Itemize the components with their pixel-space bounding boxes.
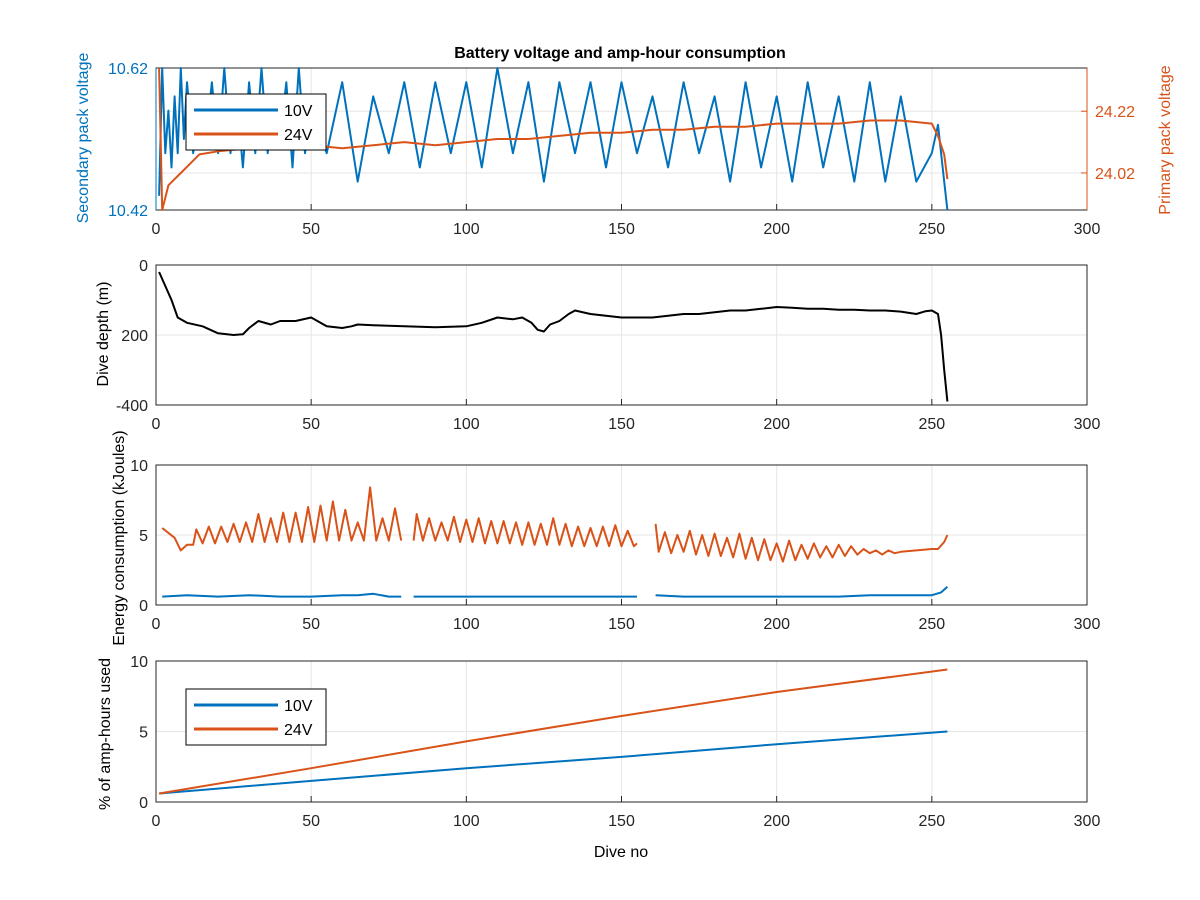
right-axis-label: Primary pack voltage bbox=[1157, 65, 1174, 214]
amp-hours-axis-label: % of amp-hours used bbox=[97, 658, 114, 810]
x-tick-label: 250 bbox=[918, 813, 945, 830]
x-tick-label: 300 bbox=[1074, 813, 1101, 830]
x-tick-label: 200 bbox=[763, 813, 790, 830]
y-tick-label: 0 bbox=[139, 795, 148, 812]
x-tick-label: 50 bbox=[302, 221, 320, 238]
chart-title: Battery voltage and amp-hour consumption bbox=[454, 45, 786, 62]
series-line-10v bbox=[159, 730, 948, 795]
y-tick-label: 10 bbox=[130, 458, 148, 475]
x-tick-label: 300 bbox=[1074, 616, 1101, 633]
series-line-24v bbox=[158, 67, 949, 211]
left-tick-label: 10.42 bbox=[108, 203, 148, 220]
legend-box bbox=[185, 93, 327, 151]
left-axis-label: Secondary pack voltage bbox=[75, 53, 92, 224]
x-axis-label: Dive no bbox=[594, 844, 648, 861]
series-line-24v bbox=[161, 486, 949, 563]
x-tick-label: 150 bbox=[608, 416, 635, 433]
x-tick-label: 150 bbox=[608, 813, 635, 830]
legend-label-10v: 10V bbox=[284, 698, 313, 715]
panel-energy: 0 50 100 150 200 250 300 0 5 10 Energy consumptio… bbox=[111, 430, 1100, 645]
depth-axis-label: Dive depth (m) bbox=[95, 282, 112, 387]
panel-voltage: Battery voltage and amp-hour consumption… bbox=[75, 45, 1174, 238]
x-tick-label: 250 bbox=[918, 416, 945, 433]
series-line-10v bbox=[162, 586, 949, 598]
legend-label-24v: 24V bbox=[284, 127, 313, 144]
energy-axis-label: Energy consumption (kJoules) bbox=[111, 430, 128, 645]
legend-label-24v: 24V bbox=[284, 722, 313, 739]
series-line-depth bbox=[158, 271, 949, 402]
legend-box-2 bbox=[185, 688, 327, 746]
panel-amp-hours: 0 50 100 150 200 250 300 0 5 10 % of amp-hours us… bbox=[97, 654, 1100, 861]
y-tick-label: 10 bbox=[130, 654, 148, 671]
panel-depth: 0 50 100 150 200 250 300 0 200 -400 Dive depth (m… bbox=[95, 258, 1100, 433]
y-tick-label: -400 bbox=[116, 398, 148, 415]
x-tick-label: 200 bbox=[763, 616, 790, 633]
depth-plot-area: 0 50 100 150 200 250 300 0 200 -400 bbox=[116, 258, 1100, 433]
legend: 10V 24V bbox=[185, 93, 327, 151]
x-tick-label: 100 bbox=[453, 221, 480, 238]
y-tick-label: 5 bbox=[139, 528, 148, 545]
x-tick-label: 100 bbox=[453, 616, 480, 633]
right-tick-label: 24.02 bbox=[1095, 166, 1135, 183]
x-tick-label: 0 bbox=[152, 813, 161, 830]
x-tick-label: 100 bbox=[453, 813, 480, 830]
y-tick-label: 200 bbox=[121, 328, 148, 345]
x-tick-label: 150 bbox=[608, 616, 635, 633]
legend-2: 10V 24V bbox=[185, 688, 327, 746]
energy-plot-area: 0 50 100 150 200 250 300 0 5 10 bbox=[130, 458, 1100, 633]
x-tick-label: 0 bbox=[152, 416, 161, 433]
y-tick-label: 0 bbox=[139, 598, 148, 615]
y-tick-label: 0 bbox=[139, 258, 148, 275]
series-line-24v bbox=[158, 668, 948, 795]
voltage-plot-area: 0 50 100 150 200 250 300 10.42 10.62 24.02 24.22 bbox=[108, 61, 1135, 238]
x-tick-label: 100 bbox=[453, 416, 480, 433]
x-tick-label: 50 bbox=[302, 616, 320, 633]
x-tick-label: 250 bbox=[918, 616, 945, 633]
x-tick-label: 0 bbox=[152, 221, 161, 238]
x-tick-label: 0 bbox=[152, 616, 161, 633]
x-tick-label: 300 bbox=[1074, 221, 1101, 238]
x-tick-label: 300 bbox=[1074, 416, 1101, 433]
amp-hours-plot-area: 0 50 100 150 200 250 300 0 5 10 bbox=[130, 654, 1100, 830]
left-tick-label: 10.62 bbox=[108, 61, 148, 78]
right-tick-label: 24.22 bbox=[1095, 104, 1135, 121]
legend-label-10v: 10V bbox=[284, 103, 313, 120]
x-tick-label: 150 bbox=[608, 221, 635, 238]
y-tick-label: 5 bbox=[139, 725, 148, 742]
x-tick-label: 200 bbox=[763, 416, 790, 433]
x-tick-label: 250 bbox=[918, 221, 945, 238]
x-tick-label: 200 bbox=[763, 221, 790, 238]
x-tick-label: 50 bbox=[302, 416, 320, 433]
x-tick-label: 50 bbox=[302, 813, 320, 830]
